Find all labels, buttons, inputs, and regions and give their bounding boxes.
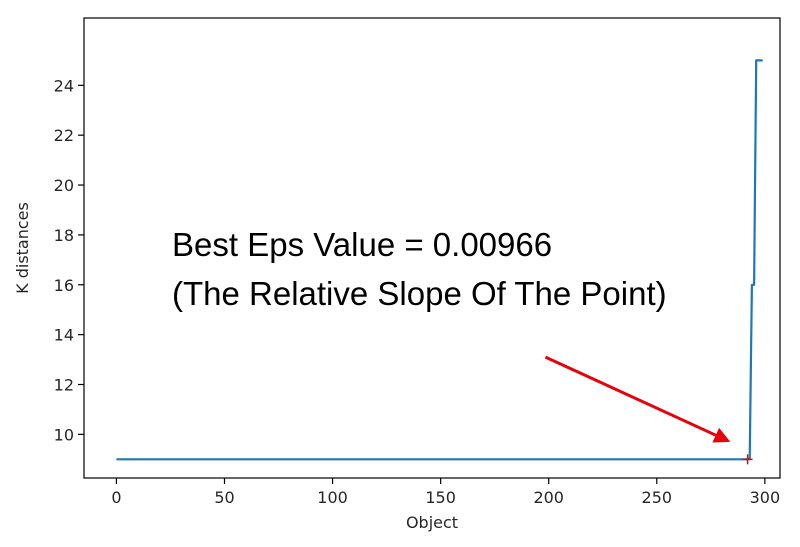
y-axis-label: K distances	[13, 202, 32, 294]
x-tick-label: 150	[425, 488, 456, 507]
annotation-line-2: (The Relative Slope Of The Point)	[172, 275, 667, 312]
annotation: Best Eps Value = 0.00966 (The Relative S…	[172, 226, 731, 443]
y-tick-label: 10	[54, 425, 74, 444]
plot-frame	[83, 17, 781, 479]
series-layer	[116, 59, 763, 465]
x-tick-label: 0	[111, 488, 121, 507]
x-tick-label: 300	[750, 488, 781, 507]
y-tick-label: 24	[54, 76, 74, 95]
y-tick-label: 12	[54, 376, 74, 395]
x-tick-label: 50	[214, 488, 234, 507]
best-eps-marker	[742, 454, 753, 465]
y-tick-label: 18	[54, 226, 74, 245]
x-ticks: 0 50 100 150 200 250 300	[111, 478, 780, 507]
x-tick-label: 100	[317, 488, 348, 507]
x-tick-label: 250	[642, 488, 673, 507]
annotation-arrow	[544, 355, 717, 437]
x-tick-label: 200	[533, 488, 564, 507]
annotation-line-1: Best Eps Value = 0.00966	[172, 226, 552, 263]
y-tick-label: 14	[54, 326, 74, 345]
y-tick-label: 16	[54, 276, 74, 295]
axes: 0 50 100 150 200 250 300 10 12 14 16 18 20 22 24 Obje…	[13, 17, 781, 532]
y-tick-label: 20	[54, 176, 74, 195]
y-tick-label: 22	[54, 126, 74, 145]
annotation-arrow-head	[712, 427, 731, 443]
y-ticks: 10 12 14 16 18 20 22 24	[54, 76, 84, 444]
x-axis-label: Object	[406, 513, 458, 532]
